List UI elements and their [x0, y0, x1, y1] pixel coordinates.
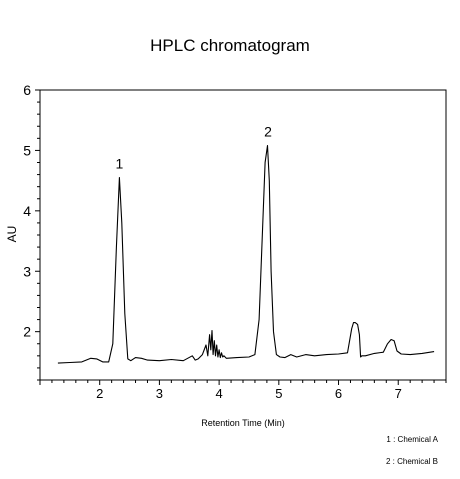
- peak-label: 2: [264, 124, 272, 140]
- series-group: [57, 145, 435, 364]
- y-axis-label: AU: [5, 225, 19, 243]
- chart-title: HPLC chromatogram: [150, 36, 310, 55]
- x-tick-label: 3: [156, 386, 163, 401]
- y-tick-label: 4: [23, 203, 31, 219]
- y-tick-label: 2: [23, 324, 31, 340]
- legend-entry-chemical-a: 1 : Chemical A: [386, 435, 438, 444]
- x-tick-label: 4: [216, 386, 223, 401]
- plot-frame: [39, 89, 447, 381]
- x-tick-label: 7: [395, 386, 402, 401]
- peak-labels: 12: [116, 124, 273, 172]
- x-tick-label: 6: [335, 386, 342, 401]
- x-tick-label: 5: [275, 386, 282, 401]
- legend: 1 : Chemical A 2 : Chemical B: [330, 435, 438, 479]
- chromatogram-series-line: [57, 145, 435, 364]
- x-axis-ticks: 2 3 4 5 6 7: [39, 380, 447, 401]
- y-axis-ticks: 2 3 4 5 6: [23, 82, 40, 381]
- y-tick-label: 5: [23, 142, 31, 158]
- x-tick-label: 2: [96, 386, 103, 401]
- y-tick-label: 3: [23, 263, 31, 279]
- y-tick-label: 6: [23, 82, 31, 98]
- x-axis-label: Retention Time (Min): [201, 418, 285, 428]
- peak-label: 1: [116, 156, 124, 172]
- legend-entry-chemical-b: 2 : Chemical B: [385, 457, 438, 466]
